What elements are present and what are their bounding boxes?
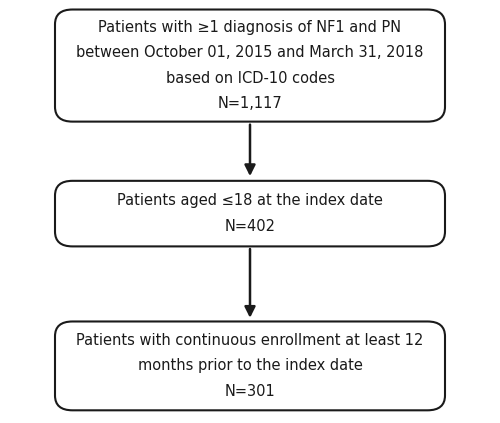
Text: between October 01, 2015 and March 31, 2018: between October 01, 2015 and March 31, 2… — [76, 45, 424, 60]
Text: N=301: N=301 — [224, 384, 276, 399]
Text: Patients with continuous enrollment at least 12: Patients with continuous enrollment at l… — [76, 333, 424, 348]
Text: N=1,117: N=1,117 — [218, 96, 282, 111]
FancyBboxPatch shape — [55, 10, 445, 122]
Text: Patients with ≥1 diagnosis of NF1 and PN: Patients with ≥1 diagnosis of NF1 and PN — [98, 20, 402, 35]
FancyBboxPatch shape — [55, 321, 445, 410]
Text: Patients aged ≤18 at the index date: Patients aged ≤18 at the index date — [117, 193, 383, 209]
Text: N=402: N=402 — [224, 219, 276, 234]
Text: months prior to the index date: months prior to the index date — [138, 358, 362, 374]
FancyBboxPatch shape — [55, 181, 445, 246]
Text: based on ICD-10 codes: based on ICD-10 codes — [166, 71, 334, 86]
